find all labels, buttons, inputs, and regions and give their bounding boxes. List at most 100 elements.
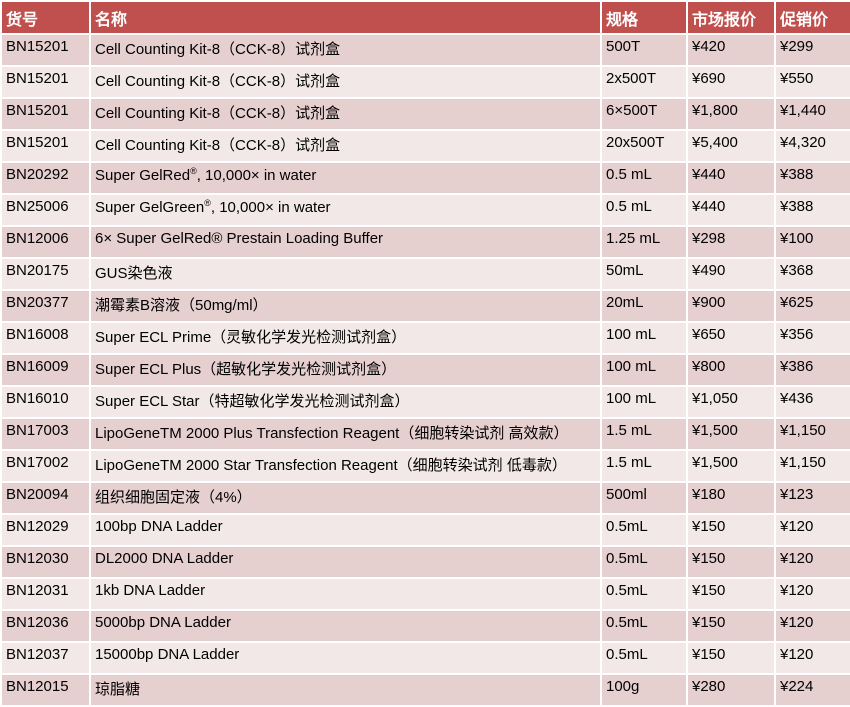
cell-name: LipoGeneTM 2000 Star Transfection Reagen… [89,449,602,483]
cell-sku: BN12031 [0,577,91,611]
cell-market-price: ¥280 [686,673,776,707]
cell-name: GUS染色液 [89,257,602,291]
table-row: BN16008 Super ECL Prime（灵敏化学发光检测试剂盒） 100 m… [0,321,850,355]
cell-sale-price: ¥550 [774,65,850,99]
cell-sku: BN15201 [0,65,91,99]
cell-name: 潮霉素B溶液（50mg/ml） [89,289,602,323]
cell-sku: BN12006 [0,225,91,259]
cell-sale-price: ¥388 [774,161,850,195]
cell-sku: BN12037 [0,641,91,675]
cell-sku: BN17003 [0,417,91,451]
table-row: BN20377 潮霉素B溶液（50mg/ml） 20mL ¥900 ¥625 [0,289,850,323]
cell-market-price: ¥440 [686,161,776,195]
cell-market-price: ¥150 [686,641,776,675]
cell-spec: 0.5mL [600,545,688,579]
cell-sku: BN15201 [0,97,91,131]
cell-sale-price: ¥386 [774,353,850,387]
cell-spec: 20x500T [600,129,688,163]
table-row: BN15201 Cell Counting Kit-8（CCK-8）试剂盒 20x5… [0,129,850,163]
cell-market-price: ¥150 [686,545,776,579]
table-row: BN20094 组织细胞固定液（4%） 500ml ¥180 ¥123 [0,481,850,515]
cell-name: LipoGeneTM 2000 Plus Transfection Reagen… [89,417,602,451]
table-row: BN12006 6× Super GelRed® Prestain Loading… [0,225,850,259]
cell-sku: BN16008 [0,321,91,355]
cell-spec: 2x500T [600,65,688,99]
cell-sale-price: ¥388 [774,193,850,227]
table-row: BN17002 LipoGeneTM 2000 Star Transfection… [0,449,850,483]
cell-sku: BN20094 [0,481,91,515]
cell-sale-price: ¥100 [774,225,850,259]
cell-sale-price: ¥224 [774,673,850,707]
cell-market-price: ¥420 [686,33,776,67]
header-spec: 规格 [600,0,688,35]
cell-spec: 1.5 mL [600,449,688,483]
cell-name: 组织细胞固定液（4%） [89,481,602,515]
cell-spec: 1.25 mL [600,225,688,259]
cell-name: 琼脂糖 [89,673,602,707]
cell-name: Cell Counting Kit-8（CCK-8）试剂盒 [89,129,602,163]
table-row: BN12015 琼脂糖 100g ¥280 ¥224 [0,673,850,707]
table-row: BN25006 Super GelGreen®, 10,000× in water… [0,193,850,227]
cell-market-price: ¥650 [686,321,776,355]
cell-name: Super ECL Prime（灵敏化学发光检测试剂盒） [89,321,602,355]
cell-name: Super ECL Star（特超敏化学发光检测试剂盒） [89,385,602,419]
cell-sale-price: ¥1,150 [774,417,850,451]
cell-market-price: ¥150 [686,513,776,547]
table-row: BN12031 1kb DNA Ladder 0.5mL ¥150 ¥120 [0,577,850,611]
table-row: BN15201 Cell Counting Kit-8（CCK-8）试剂盒 6×50… [0,97,850,131]
header-sale-price: 促销价 [774,0,850,35]
table-row: BN12036 5000bp DNA Ladder 0.5mL ¥150 ¥120 [0,609,850,643]
cell-sku: BN12015 [0,673,91,707]
cell-sku: BN16009 [0,353,91,387]
cell-market-price: ¥1,500 [686,449,776,483]
cell-sku: BN20292 [0,161,91,195]
cell-sku: BN17002 [0,449,91,483]
cell-name: Cell Counting Kit-8（CCK-8）试剂盒 [89,33,602,67]
cell-spec: 6×500T [600,97,688,131]
cell-spec: 20mL [600,289,688,323]
cell-spec: 100g [600,673,688,707]
cell-sale-price: ¥120 [774,577,850,611]
header-name: 名称 [89,0,602,35]
cell-spec: 0.5 mL [600,193,688,227]
cell-spec: 100 mL [600,385,688,419]
cell-sale-price: ¥368 [774,257,850,291]
cell-sale-price: ¥436 [774,385,850,419]
cell-market-price: ¥180 [686,481,776,515]
cell-sale-price: ¥625 [774,289,850,323]
cell-spec: 0.5mL [600,609,688,643]
header-row: 货号 名称 规格 市场报价 促销价 [0,0,850,35]
cell-spec: 500ml [600,481,688,515]
cell-spec: 100 mL [600,321,688,355]
cell-sale-price: ¥120 [774,545,850,579]
cell-sale-price: ¥4,320 [774,129,850,163]
cell-spec: 1.5 mL [600,417,688,451]
cell-name: 5000bp DNA Ladder [89,609,602,643]
cell-name: 100bp DNA Ladder [89,513,602,547]
cell-spec: 0.5mL [600,577,688,611]
cell-sale-price: ¥1,440 [774,97,850,131]
cell-sku: BN20175 [0,257,91,291]
table-row: BN16010 Super ECL Star（特超敏化学发光检测试剂盒） 100 m… [0,385,850,419]
cell-market-price: ¥490 [686,257,776,291]
table-row: BN20292 Super GelRed®, 10,000× in water 0.… [0,161,850,195]
cell-spec: 100 mL [600,353,688,387]
cell-market-price: ¥900 [686,289,776,323]
cell-market-price: ¥1,500 [686,417,776,451]
table-row: BN15201 Cell Counting Kit-8（CCK-8）试剂盒 500T… [0,33,850,67]
cell-sale-price: ¥299 [774,33,850,67]
cell-sku: BN20377 [0,289,91,323]
cell-spec: 0.5 mL [600,161,688,195]
cell-sale-price: ¥356 [774,321,850,355]
table-row: BN12029 100bp DNA Ladder 0.5mL ¥150 ¥120 [0,513,850,547]
cell-sku: BN12029 [0,513,91,547]
table-row: BN12030 DL2000 DNA Ladder 0.5mL ¥150 ¥120 [0,545,850,579]
cell-name: Super GelGreen®, 10,000× in water [89,193,602,227]
cell-market-price: ¥5,400 [686,129,776,163]
cell-sku: BN12030 [0,545,91,579]
cell-market-price: ¥150 [686,609,776,643]
cell-sale-price: ¥1,150 [774,449,850,483]
table-row: BN16009 Super ECL Plus（超敏化学发光检测试剂盒） 100 mL… [0,353,850,387]
cell-market-price: ¥800 [686,353,776,387]
